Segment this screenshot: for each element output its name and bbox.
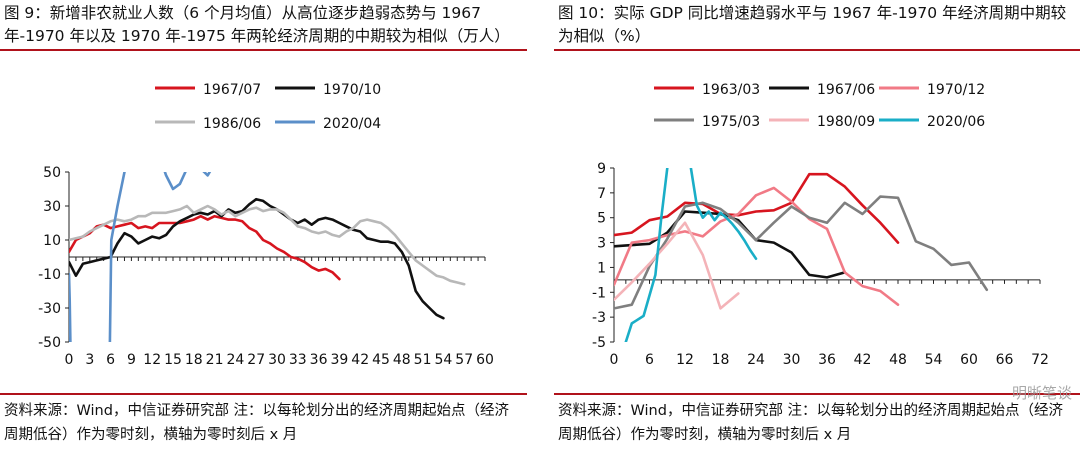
y-tick-label: 9 <box>597 161 606 177</box>
legend-label: 1975/03 <box>702 114 760 130</box>
x-tick-label: 42 <box>854 352 872 368</box>
x-tick-label: 60 <box>476 352 494 368</box>
series-line-1975-03 <box>614 195 989 310</box>
series-line-1970-10 <box>69 197 445 320</box>
chart-title: 图 10：实际 GDP 同比增速趋弱水平与 1967 年-1970 年经济周期中… <box>558 4 1067 45</box>
x-tick-label: 60 <box>960 352 978 368</box>
series-line-2020-06 <box>624 168 758 342</box>
series-group <box>614 168 989 342</box>
x-tick-label: 0 <box>65 352 74 368</box>
x-tick-label: 36 <box>818 352 836 368</box>
legend-label: 1967/07 <box>203 82 261 98</box>
x-tick-label: 54 <box>925 352 943 368</box>
y-tick-label: 50 <box>43 165 61 181</box>
x-tick-label: 57 <box>455 352 473 368</box>
y-tick-label: 1 <box>597 260 606 276</box>
series-line-1980-09 <box>614 221 740 310</box>
x-tick-label: 27 <box>247 352 265 368</box>
y-tick-label: 5 <box>597 211 606 227</box>
x-tick-label: 42 <box>351 352 369 368</box>
x-tick-label: 54 <box>434 352 452 368</box>
legend-label: 1986/06 <box>203 116 261 132</box>
x-tick-label: 12 <box>143 352 161 368</box>
y-tick-label: -5 <box>592 335 606 351</box>
x-tick-label: 30 <box>268 352 286 368</box>
x-tick-label: 18 <box>185 352 203 368</box>
y-tick-label: 30 <box>43 199 61 215</box>
legend-label: 2020/04 <box>323 116 381 132</box>
x-tick-label: 3 <box>85 352 94 368</box>
x-tick-label: 30 <box>783 352 801 368</box>
chart-panel-figure-9: 图 9：新增非农就业人数（6 个月均值）从高位逐步趋弱态势与 1967 年-19… <box>0 0 527 452</box>
series-line-2020-04 <box>69 172 212 342</box>
legend-label: 2020/06 <box>927 114 985 130</box>
x-tick-label: 45 <box>372 352 390 368</box>
x-tick-label: 18 <box>712 352 730 368</box>
x-tick-label: 66 <box>996 352 1014 368</box>
y-tick-label: 10 <box>43 233 61 249</box>
x-tick-label: 12 <box>676 352 694 368</box>
x-tick-label: 72 <box>1031 352 1049 368</box>
series-line-1970-12 <box>614 186 900 306</box>
legend-label: 1980/09 <box>817 114 875 130</box>
y-tick-label: 3 <box>597 236 606 252</box>
source-divider <box>554 393 1080 395</box>
y-tick-label: 7 <box>597 186 606 202</box>
legend-label: 1963/03 <box>702 82 760 98</box>
y-tick-label: -10 <box>38 267 61 283</box>
x-tick-label: 39 <box>330 352 348 368</box>
chart-source-note: 资料来源：Wind，中信证券研究部 注：以每轮划分出的经济周期起始点（经济周期低… <box>558 403 1064 443</box>
x-tick-label: 9 <box>127 352 136 368</box>
x-tick-label: 21 <box>206 352 224 368</box>
x-tick-label: 36 <box>310 352 328 368</box>
y-tick-label: -50 <box>38 335 61 351</box>
title-divider <box>0 49 527 51</box>
y-tick-label: -3 <box>592 310 606 326</box>
chart-figure-10: -5 -3 -1 1 3 5 7 9 0 6 12 18 24 30 36 42 48 54 60 66 72 1963/… <box>592 82 1049 368</box>
x-tick-label: 24 <box>747 352 765 368</box>
legend-label: 1967/06 <box>817 82 875 98</box>
y-tick-label: -1 <box>592 285 606 301</box>
source-divider <box>0 393 527 395</box>
x-tick-label: 48 <box>393 352 411 368</box>
legend-label: 1970/12 <box>927 82 985 98</box>
watermark: 明晰笔谈 <box>1011 384 1072 402</box>
chart-panel-figure-10: 图 10：实际 GDP 同比增速趋弱水平与 1967 年-1970 年经济周期中… <box>554 0 1080 452</box>
legend-label: 1970/10 <box>323 82 381 98</box>
series-group <box>69 172 466 342</box>
x-tick-label: 6 <box>645 352 654 368</box>
x-tick-label: 51 <box>414 352 432 368</box>
x-tick-label: 0 <box>610 352 619 368</box>
title-divider <box>554 49 1080 51</box>
chart-title: 图 9：新增非农就业人数（6 个月均值）从高位逐步趋弱态势与 1967 年-19… <box>4 4 510 45</box>
x-tick-label: 48 <box>889 352 907 368</box>
x-tick-label: 24 <box>226 352 244 368</box>
series-line-1986-06 <box>69 204 466 286</box>
x-tick-label: 33 <box>289 352 307 368</box>
y-tick-label: -30 <box>38 301 61 317</box>
chart-source-note: 资料来源：Wind，中信证券研究部 注：以每轮划分出的经济周期起始点（经济周期低… <box>4 403 510 443</box>
x-tick-label: 6 <box>106 352 115 368</box>
x-tick-label: 15 <box>164 352 182 368</box>
